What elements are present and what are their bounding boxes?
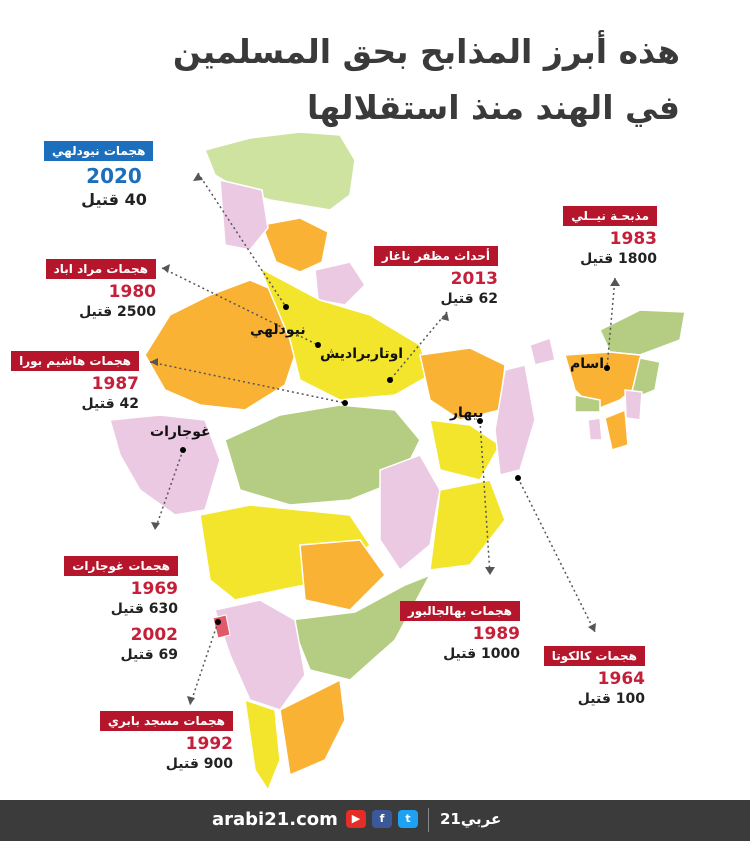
region-chhattisgarh — [379, 454, 441, 572]
region-himachal — [260, 217, 329, 273]
callout-year: 1964 — [597, 669, 645, 689]
callout-tag: هجمات مسجد بابري — [99, 711, 233, 731]
callout-kills: 1000 قتيل — [443, 646, 520, 662]
title-line-1: هذه أبرز المذابح بحق المسلمين — [172, 32, 680, 71]
callout-tag: هجمات مراد اباد — [45, 259, 156, 279]
place-newdelhi: نيودلهي — [250, 322, 306, 338]
callout-year: 1992 — [185, 734, 233, 754]
callout-kills: 1800 قتيل — [580, 251, 657, 267]
region-gujarat — [109, 414, 221, 516]
callout-nellie: مذبحـة نيــلي 1983 1800 قتيل — [557, 205, 657, 267]
region-sikkim — [529, 337, 556, 366]
callout-year: 1980 — [108, 282, 156, 302]
region-uttarakhand — [314, 261, 366, 306]
callout-tag: هجمات بهالجالبور — [399, 601, 520, 621]
region-telangana — [299, 539, 386, 611]
callout-babri: هجمات مسجد بابري 1992 900 قتيل — [99, 710, 233, 772]
twitter-icon[interactable]: t — [398, 810, 418, 828]
callout-moradabad: هجمات مراد اباد 1980 2500 قتيل — [45, 258, 156, 320]
site-link[interactable]: arabi21.com — [212, 809, 338, 830]
callout-gujarat: هجمات غوجارات 1969 630 قتيل 2002 69 قتيل — [64, 555, 178, 663]
place-gujarat: غوجارات — [150, 424, 211, 440]
callout-year: 1987 — [91, 374, 139, 394]
callout-tag: هجمات نيودلهي — [44, 141, 154, 161]
title-line-2: في الهند منذ استقلالها — [306, 88, 680, 127]
callout-year-2: 2002 — [130, 625, 178, 645]
dot-hashimpura — [342, 400, 348, 406]
callout-year: 2013 — [450, 269, 498, 289]
callout-year: 1969 — [130, 579, 178, 599]
dot-kolkata — [515, 475, 521, 481]
region-punjab — [219, 179, 269, 251]
footer: arabi21.com ▶ f t عربي21 — [0, 800, 750, 841]
callout-tag: أحداث مظفر ناغار — [373, 246, 498, 266]
dot-newdelhi — [283, 304, 289, 310]
dot-bhagalpur — [477, 418, 483, 424]
dot-moradabad — [315, 342, 321, 348]
callout-kolkata: هجمات كالكوتا 1964 100 قتيل — [543, 645, 645, 707]
place-bihar: بيهار — [450, 405, 484, 421]
region-meghalaya — [574, 394, 601, 413]
callout-kills: 2500 قتيل — [79, 304, 156, 320]
dot-babri — [215, 619, 221, 625]
region-jharkhand — [429, 419, 501, 481]
callout-bhagalpur: هجمات بهالجالبور 1989 1000 قتيل — [399, 600, 520, 662]
india-map — [109, 131, 686, 792]
callout-kills: 40 قتيل — [81, 190, 147, 209]
facebook-icon[interactable]: f — [372, 810, 392, 828]
callout-tag: هجمات هاشيم بورا — [11, 351, 139, 371]
region-tamil-nadu — [279, 678, 346, 777]
region-tripura — [587, 417, 603, 441]
region-manipur — [624, 389, 643, 421]
place-assam: اسام — [570, 356, 605, 372]
footer-divider — [428, 808, 429, 832]
region-karnataka — [214, 599, 306, 711]
leader-lines — [149, 172, 620, 706]
region-nagaland — [628, 357, 661, 402]
callout-hashimpura: هجمات هاشيم بورا 1987 42 قتيل — [11, 350, 139, 412]
region-mizoram — [604, 408, 629, 451]
callout-kills: 42 قتيل — [81, 396, 139, 412]
callout-tag: هجمات كالكوتا — [543, 646, 645, 666]
callout-newdelhi: هجمات نيودلهي 2020 40 قتيل — [44, 140, 184, 209]
callout-kills: 100 قتيل — [577, 691, 645, 707]
region-kerala — [244, 698, 281, 792]
callout-kills: 900 قتيل — [165, 756, 233, 772]
region-uttar-pradesh — [258, 266, 431, 401]
dot-assam — [604, 365, 610, 371]
callout-tag: مذبحـة نيــلي — [563, 206, 657, 226]
dot-gujarat — [180, 447, 186, 453]
region-west-bengal — [494, 364, 536, 476]
callout-kills: 630 قتيل — [110, 601, 178, 617]
callout-kills: 62 قتيل — [440, 291, 498, 307]
youtube-icon[interactable]: ▶ — [346, 810, 366, 828]
callout-tag: هجمات غوجارات — [64, 556, 178, 576]
callout-year: 1989 — [472, 624, 520, 644]
brand-logo: عربي21 — [440, 810, 502, 828]
callout-kills-2: 69 قتيل — [120, 647, 178, 663]
dot-muzaffarnagar — [387, 377, 393, 383]
callout-year: 1983 — [609, 229, 657, 249]
callout-muzaffarnagar: أحداث مظفر ناغار 2013 62 قتيل — [373, 245, 498, 307]
place-uttar-pradesh: اوتاربراديش — [320, 346, 404, 362]
callout-year: 2020 — [86, 164, 142, 188]
